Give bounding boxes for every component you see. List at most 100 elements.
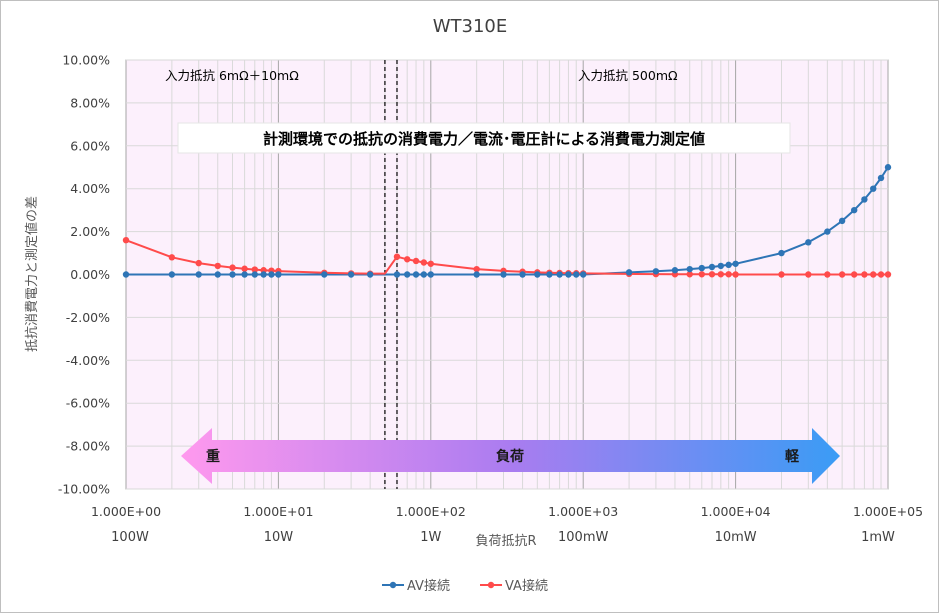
power-label: 10mW [715, 530, 757, 545]
power-label: 10W [264, 530, 294, 545]
series-1-point [717, 271, 725, 278]
zone-label-left: 入力抵抗 6mΩ＋10mΩ [165, 68, 299, 83]
series-0-point [838, 217, 846, 225]
series-0-point [861, 196, 868, 203]
series-1-point [420, 259, 428, 266]
series-0-point [473, 271, 480, 278]
series-0-point [698, 264, 705, 272]
series-0-point [625, 269, 633, 276]
series-0-point [671, 267, 679, 274]
series-1-point [877, 271, 885, 278]
y-tick-label: 0.00% [70, 267, 110, 282]
load-arrow-shape [181, 428, 840, 484]
series-0-point [195, 271, 202, 278]
series-0-point [214, 271, 221, 278]
power-label: 1W [420, 530, 441, 545]
x-tick-label: 1.000E+04 [701, 504, 771, 519]
series-1-point [870, 271, 877, 278]
y-tick-label: 6.00% [70, 138, 110, 153]
y-tick-label: 10.00% [62, 53, 110, 68]
series-0-point [732, 260, 739, 267]
load-arrow-center: 負荷 [496, 448, 524, 465]
series-1-point [698, 271, 705, 278]
series-1-point [393, 253, 401, 260]
series-0-point [241, 271, 248, 278]
series-1-point [850, 271, 858, 278]
series-1-point [168, 254, 176, 261]
series-0-point [708, 263, 716, 271]
series-0-point [260, 271, 267, 278]
series-1-point [214, 262, 221, 270]
x-tick-label: 1.000E+05 [853, 504, 923, 519]
y-tick-label: 2.00% [70, 224, 110, 239]
series-0-point [850, 206, 858, 214]
series-1-point [122, 236, 130, 244]
x-tick-label: 1.000E+03 [548, 504, 618, 519]
series-0-point [778, 249, 785, 257]
y-tick-label: 4.00% [70, 181, 110, 196]
x-tick-label: 1.000E+01 [243, 504, 313, 519]
series-0-point [565, 271, 572, 278]
series-line-0 [126, 166, 889, 276]
power-labels: 100W 10W 1W 100mW 10mW 1mW [111, 530, 895, 545]
series-1-point [195, 259, 202, 267]
series-line-1 [125, 239, 888, 276]
series-1-point [778, 271, 785, 278]
series-1-point [708, 271, 716, 278]
series-0-point [580, 271, 587, 278]
series-0-point [556, 271, 563, 278]
series-0-point [420, 271, 428, 278]
series-1-point [824, 271, 831, 278]
power-label: 100mW [558, 530, 608, 545]
legend-marker-0 [389, 581, 397, 589]
load-arrow: 重 負荷 軽 [181, 428, 840, 484]
series-0-point [870, 185, 877, 192]
series-0-point [366, 271, 374, 278]
series-1-point [838, 271, 846, 278]
y-tick-label: -8.00% [66, 439, 110, 454]
series-0-point [534, 271, 541, 278]
series-0-point [403, 271, 411, 278]
series-0-point [824, 228, 831, 235]
series-1-point [732, 271, 739, 278]
series-0-point [686, 265, 693, 273]
power-label: 100W [111, 530, 149, 545]
series-1-point [412, 257, 420, 265]
series-points [122, 164, 892, 278]
x-axis-ticks: 1.000E+00 1.000E+01 1.000E+02 1.000E+03 1.00… [91, 504, 923, 519]
y-tick-label: -6.00% [66, 396, 110, 411]
series-0-point [546, 271, 553, 278]
y-axis-label: 抵抗消費電力と測定値の差 [24, 196, 40, 352]
x-axis-label: 負荷抵抗R [475, 534, 536, 549]
series-0-point [321, 271, 328, 278]
legend: AV接続 VA接続 [382, 578, 548, 594]
power-label: 1mW [861, 530, 895, 545]
series-0-point [168, 271, 176, 278]
series-0-point [268, 271, 275, 278]
series-1-point [427, 260, 434, 267]
x-tick-label: 1.000E+00 [91, 504, 161, 519]
series-1-point [403, 256, 411, 263]
x-tick-label: 1.000E+02 [396, 504, 466, 519]
series-0-point [519, 271, 526, 278]
load-arrow-heavy: 重 [206, 448, 220, 465]
series-1-point [251, 266, 258, 273]
y-axis-ticks: 10.00% 8.00% 6.00% 4.00% 2.00% 0.00% -2.00% -4.… [58, 53, 110, 497]
series-1-point [805, 271, 812, 278]
series-1-point [686, 271, 693, 278]
series-0-point [251, 271, 258, 278]
series-0-point [229, 271, 236, 278]
series-0-point [393, 271, 401, 278]
series-0-point [725, 261, 732, 269]
series-0-point [652, 268, 660, 275]
load-arrow-light: 軽 [785, 448, 800, 465]
chart-title: WT310E [433, 16, 508, 37]
legend-label-1: VA接続 [505, 578, 548, 594]
y-tick-label: -4.00% [66, 353, 110, 368]
legend-label-0: AV接続 [407, 578, 450, 594]
series-1-point [241, 265, 248, 272]
series-0-point [573, 271, 580, 278]
series-0-point [347, 271, 355, 278]
y-tick-label: 8.00% [70, 95, 110, 110]
